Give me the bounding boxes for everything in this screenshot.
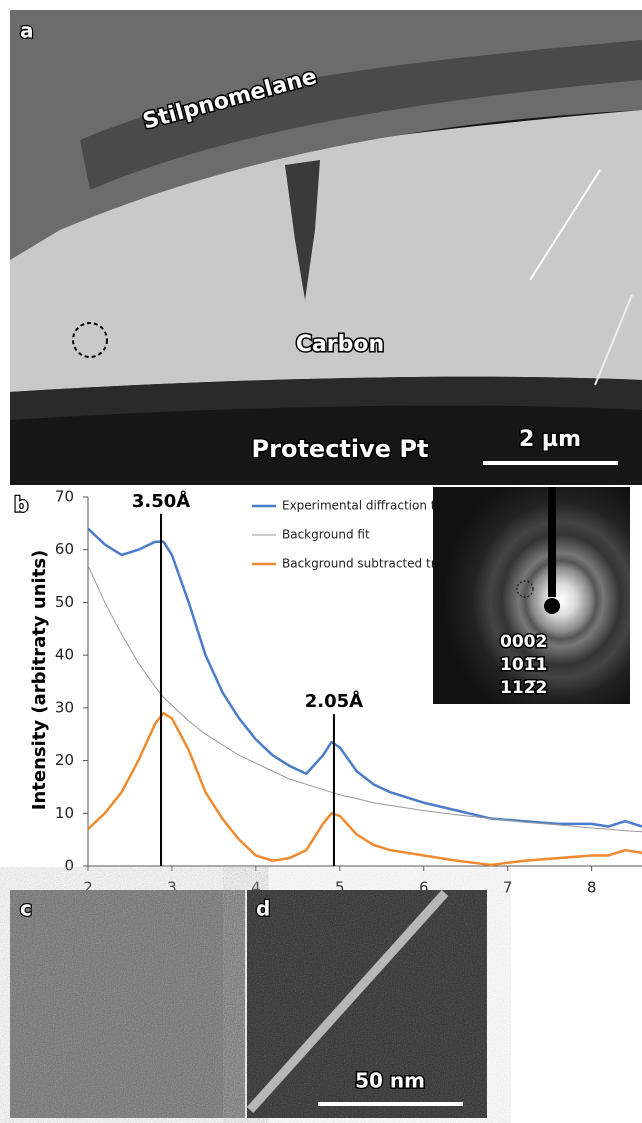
scale-bar-label: 50 nm bbox=[355, 1069, 425, 1093]
texture bbox=[10, 890, 245, 1118]
beam-stop bbox=[548, 487, 556, 597]
panel-label: b bbox=[14, 493, 28, 517]
beam-stop bbox=[544, 598, 560, 614]
region-label: Carbon bbox=[296, 332, 384, 357]
y-tick-label: 10 bbox=[55, 804, 74, 822]
y-tick-label: 60 bbox=[55, 540, 74, 558]
y-tick-label: 70 bbox=[55, 488, 74, 506]
figure: a Stilpnomelane Carbon Protective Pt 2 µ… bbox=[0, 0, 642, 1123]
ring-label: 0002 bbox=[500, 632, 547, 652]
panel-label: d bbox=[256, 897, 270, 921]
peak-label: 2.05Å bbox=[305, 689, 363, 712]
y-tick-label: 20 bbox=[55, 751, 74, 769]
x-tick-label: 7 bbox=[503, 879, 513, 897]
series-line bbox=[88, 713, 642, 865]
panel-label: a bbox=[20, 19, 34, 43]
panel-c: c bbox=[10, 890, 245, 1118]
peak-label: 3.50Å bbox=[132, 489, 190, 512]
legend-label: Background fit bbox=[282, 528, 370, 542]
scale-bar-label: 2 µm bbox=[519, 427, 581, 452]
y-axis-title: Intensity (arbitraty units) bbox=[29, 550, 50, 811]
x-tick-label: 8 bbox=[587, 879, 597, 897]
y-tick-label: 0 bbox=[64, 857, 74, 875]
legend-label: Background subtracted trace bbox=[282, 557, 457, 571]
panel-label: c bbox=[20, 897, 32, 921]
panel-a: a Stilpnomelane Carbon Protective Pt 2 µ… bbox=[10, 10, 642, 485]
y-tick-label: 40 bbox=[55, 646, 74, 664]
ring-label: 101̅1 bbox=[500, 655, 547, 675]
panel-d: d 50 nm bbox=[247, 890, 487, 1118]
y-tick-label: 30 bbox=[55, 698, 74, 716]
y-tick-label: 50 bbox=[55, 593, 74, 611]
ring-label: 112̅2 bbox=[500, 678, 547, 698]
region-label: Protective Pt bbox=[252, 435, 429, 463]
diffraction-inset: 0002 101̅1 112̅2 bbox=[433, 487, 630, 704]
